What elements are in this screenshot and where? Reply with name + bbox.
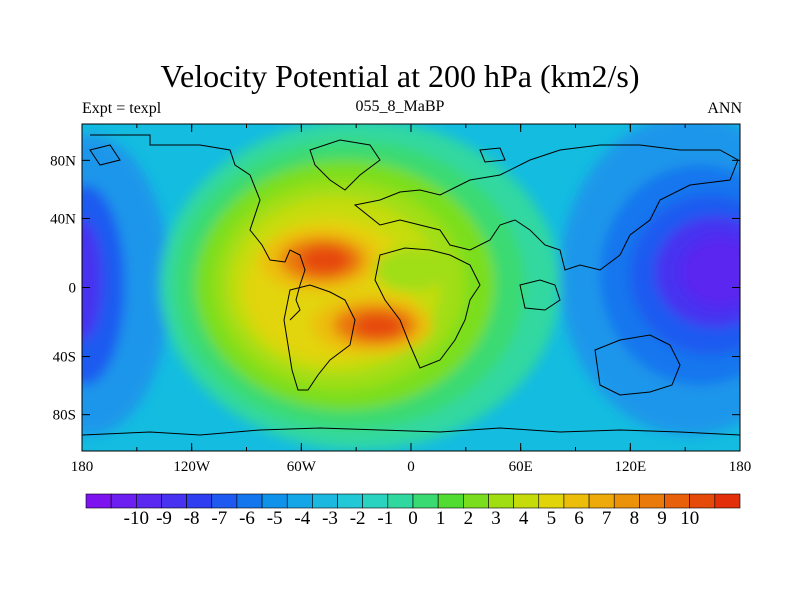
colorbar-swatch [412,493,439,509]
colorbar-label: -3 [322,508,338,529]
colorbar-swatch [538,493,565,509]
x-tick-label: 60W [287,459,317,475]
colorbar-label: -10 [124,508,149,529]
colorbar-label: 6 [574,508,584,529]
colorbar-swatch [136,493,162,509]
colorbar-swatch [513,493,540,509]
coastline-southeast-asia-islands [519,279,561,311]
colorbar-swatch [211,493,238,509]
coastline-arctic-islands [89,144,506,166]
colorbar-swatch [110,493,137,509]
colorbar-label: 5 [547,508,557,529]
colorbar-swatch [613,493,640,509]
y-tick-label: 80S [53,408,76,424]
colorbar-label: 2 [464,508,474,529]
y-tick-label: 0 [69,281,77,297]
colorbar-swatch [437,493,464,509]
colorbar-swatch [286,493,313,509]
colorbar-label: -4 [294,508,310,529]
season-label: ANN [707,100,742,117]
colorbar-label: 8 [630,508,640,529]
map-title: Velocity Potential at 200 hPa (km2/s) [160,58,640,94]
coastline-greenland [309,139,381,191]
colorbar-label: -5 [267,508,283,529]
experiment-label: Expt = texpl [82,100,162,117]
colorbar-label: 10 [680,508,699,529]
central-trough [375,248,445,292]
low-east-center [680,237,740,307]
coastline-africa [374,247,481,369]
colorbar-label: -6 [239,508,255,529]
coastline-north-america [90,134,306,321]
colorbar-swatch [563,493,590,509]
y-tick-label: 40N [50,211,76,227]
coastline-antarctica [82,427,740,436]
colorbar-swatch [639,493,665,509]
y-axis: 80N 40N 0 40S 80S [50,153,740,424]
x-tick-label: 120E [614,459,646,475]
colorbar-swatch [337,493,363,509]
colorbar-swatch [387,493,414,509]
colorbar-label: 1 [436,508,446,529]
colorbar-label: 3 [491,508,501,529]
contour-field [82,124,740,451]
case-label: 055_8_MaBP [355,98,445,115]
x-tick-label: 0 [407,459,415,475]
colorbar: -10 -9 -8 -7 -6 -5 -4 -3 -2 -1 0 1 2 3 4 5 6 7 8 9 10 [85,493,741,529]
colorbar-label: 9 [657,508,667,529]
colorbar-swatch [312,493,338,509]
colorbar-swatch [714,493,741,509]
y-tick-label: 80N [50,153,76,169]
colorbar-label: -1 [377,508,393,529]
colorbar-swatch [664,493,690,509]
colorbar-label: -9 [156,508,172,529]
x-tick-label: 180 [729,459,752,475]
colorbar-swatch [488,493,514,509]
colorbar-swatch [463,493,489,509]
coastline-eurasia [353,144,739,271]
coastline-south-america [283,284,356,391]
colorbar-swatch [261,493,288,509]
colorbar-swatch [85,493,112,509]
y-tick-label: 40S [53,350,76,366]
x-tick-label: 180 [71,459,94,475]
x-axis: 180 120W 60W 0 60E 120E 180 [71,124,752,475]
colorbar-label: -8 [184,508,200,529]
colorbar-swatch [186,493,213,509]
x-tick-label: 60E [509,459,533,475]
max-north-core [300,246,350,274]
colorbar-swatch [236,493,263,509]
colorbar-swatch [588,493,615,509]
colorbar-label: 0 [408,508,418,529]
colorbar-label: 7 [602,508,612,529]
coastlines [82,134,740,436]
coastline-australia [594,334,681,396]
colorbar-swatch [362,493,389,509]
colorbar-label: 4 [519,508,529,529]
low-west-core [82,220,102,340]
colorbar-swatch [689,493,716,509]
max-south-core [353,314,403,338]
colorbar-label: -7 [211,508,227,529]
colorbar-label: -2 [350,508,366,529]
x-tick-label: 120W [173,459,211,475]
colorbar-swatch [161,493,187,509]
